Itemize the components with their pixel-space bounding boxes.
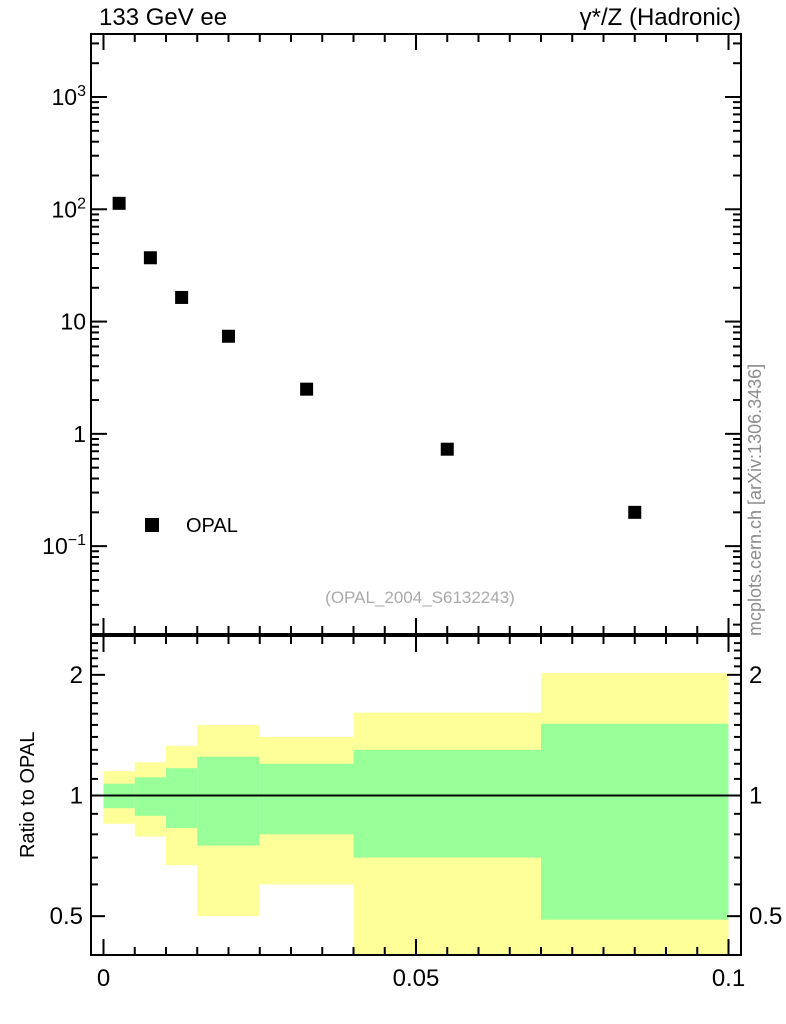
plot-title-left: 133 GeV ee: [99, 4, 228, 31]
data-point: [440, 442, 454, 456]
ratio-band-inner: [197, 756, 260, 846]
ratio-y-tick-label-left: 2: [70, 662, 83, 689]
ratio-band-inner: [134, 777, 166, 816]
y-axis-tick-label: 102: [52, 195, 87, 222]
y-axis-tick-label: 10−1: [42, 532, 86, 559]
data-point: [300, 382, 314, 396]
plot-title-right: γ*/Z (Hadronic): [579, 4, 741, 31]
x-axis-tick-label: 0: [97, 965, 110, 992]
x-axis-tick-label: 0.1: [712, 965, 745, 992]
data-point: [112, 196, 126, 210]
x-axis-tick-label: 0.05: [393, 965, 440, 992]
analysis-watermark: (OPAL_2004_S6132243): [325, 588, 515, 607]
ratio-band-inner: [541, 723, 729, 920]
ratio-band-inner: [259, 763, 354, 835]
ratio-y-tick-label-right: 2: [749, 662, 762, 689]
data-point: [143, 251, 157, 265]
data-point: [175, 290, 189, 304]
y-axis-tick-label: 103: [52, 83, 87, 110]
legend-label: OPAL: [186, 515, 238, 537]
ratio-y-tick-label-left: 1: [70, 783, 83, 810]
ratio-y-tick-label-right: 0.5: [749, 903, 782, 930]
y-axis-tick-label: 1: [73, 421, 86, 447]
data-point: [628, 505, 642, 519]
data-point: [222, 329, 235, 343]
ratio-y-tick-label-left: 0.5: [50, 903, 83, 930]
legend-marker-square: [145, 518, 159, 532]
ratio-band-inner: [166, 768, 198, 828]
y-axis-tick-label: 10: [60, 309, 86, 335]
ratio-band-inner: [353, 749, 541, 858]
main-frame: [90, 33, 742, 635]
ratio-y-tick-label-right: 1: [749, 783, 762, 810]
